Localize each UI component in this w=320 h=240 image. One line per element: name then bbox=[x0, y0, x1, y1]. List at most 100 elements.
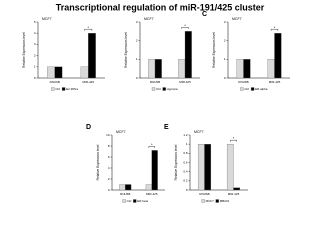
bar bbox=[197, 144, 205, 191]
x-tick-label: MIR-425 bbox=[179, 80, 191, 84]
significance-label: * bbox=[87, 25, 89, 30]
bar bbox=[184, 31, 192, 79]
y-tick-label: 2 bbox=[136, 38, 138, 42]
y-tick-label: 5 bbox=[34, 20, 36, 24]
legend-swatch bbox=[133, 199, 137, 203]
chart-title: MCF7 bbox=[194, 130, 204, 134]
y-tick-label: 0.2 bbox=[183, 179, 188, 183]
x-tick-label: RNU6B bbox=[120, 192, 130, 196]
y-tick-label: 0 bbox=[186, 188, 188, 192]
legend-label: Ctrl bbox=[156, 87, 161, 91]
y-tick-label: 3 bbox=[136, 20, 138, 24]
y-tick-label: 1 bbox=[136, 57, 138, 61]
y-tick-label: 2 bbox=[224, 38, 226, 42]
y-tick-label: 2 bbox=[108, 177, 110, 181]
bar bbox=[54, 66, 63, 79]
y-tick-label: 4 bbox=[108, 166, 110, 170]
y-axis-label: Relative Expression level bbox=[124, 32, 128, 68]
bar bbox=[151, 150, 158, 191]
y-axis-label: Relative Expression level bbox=[22, 32, 26, 68]
legend-label: ER beta bbox=[137, 199, 148, 203]
legend-label: Ctrl bbox=[55, 87, 60, 91]
chart-title: MCF7 bbox=[232, 17, 242, 21]
y-tick-label: 0.6 bbox=[183, 160, 188, 164]
y-tick-label: 4 bbox=[34, 31, 36, 35]
chart-title: MCF7 bbox=[42, 17, 52, 21]
y-tick-label: 0 bbox=[34, 76, 36, 80]
chart-title: MCF7 bbox=[144, 17, 154, 21]
bar bbox=[178, 59, 186, 79]
significance-label: * bbox=[151, 142, 153, 147]
legend-label: Ctrl bbox=[127, 199, 132, 203]
bar bbox=[236, 59, 244, 79]
y-tick-label: 1 bbox=[186, 142, 188, 146]
legend-label: MCF7 bbox=[206, 199, 214, 203]
y-tick-label: 1 bbox=[34, 65, 36, 69]
bar bbox=[47, 66, 55, 79]
y-tick-label: 6 bbox=[108, 155, 110, 159]
legend-swatch bbox=[201, 199, 205, 203]
bar bbox=[274, 33, 282, 79]
bar bbox=[119, 184, 126, 191]
chart-title: MCF7 bbox=[116, 130, 126, 134]
significance-label: * bbox=[233, 136, 235, 141]
bar bbox=[145, 184, 152, 191]
legend-label: MB231 bbox=[220, 199, 230, 203]
y-tick-label: 0 bbox=[108, 188, 110, 192]
x-tick-label: RNU6B bbox=[150, 80, 160, 84]
y-tick-label: 0 bbox=[136, 76, 138, 80]
panel-label: C bbox=[202, 11, 207, 18]
significance-bracket bbox=[230, 139, 237, 142]
x-tick-label: MIR-425 bbox=[146, 192, 158, 196]
bar bbox=[88, 33, 96, 79]
legend-label: Ctrl bbox=[244, 87, 249, 91]
figure-title: Transcriptional regulation of miR-191/42… bbox=[56, 2, 265, 12]
significance-bracket bbox=[84, 29, 93, 31]
x-tick-label: MIR-425 bbox=[82, 80, 94, 84]
x-tick-label: RNU6B bbox=[199, 192, 209, 196]
bar bbox=[226, 144, 234, 191]
y-tick-label: 2 bbox=[34, 53, 36, 57]
significance-bracket bbox=[148, 146, 155, 148]
bar bbox=[125, 184, 132, 191]
bar bbox=[148, 59, 156, 79]
panel-label: D bbox=[86, 124, 91, 131]
bar bbox=[80, 66, 89, 79]
y-tick-label: 1.2 bbox=[183, 133, 188, 137]
legend-swatch bbox=[250, 87, 255, 91]
significance-label: * bbox=[274, 25, 276, 30]
figure: Transcriptional regulation of miR-191/42… bbox=[22, 2, 290, 203]
legend-label: E2 48hrs bbox=[66, 87, 79, 91]
legend-swatch bbox=[162, 87, 166, 91]
significance-bracket bbox=[181, 27, 189, 29]
y-tick-label: 1 bbox=[224, 57, 226, 61]
legend-swatch bbox=[61, 87, 66, 91]
y-tick-label: 3 bbox=[34, 42, 36, 46]
legend-swatch bbox=[122, 199, 126, 203]
y-tick-label: 8 bbox=[108, 144, 110, 148]
x-tick-label: MIR-425 bbox=[228, 192, 240, 196]
legend-label: Hypoxia bbox=[167, 87, 178, 91]
y-tick-label: 0.4 bbox=[183, 169, 188, 173]
y-tick-label: 3 bbox=[224, 20, 226, 24]
y-tick-label: 0.8 bbox=[183, 151, 188, 155]
bar bbox=[233, 187, 241, 191]
x-tick-label: MIR-425 bbox=[269, 80, 281, 84]
bar bbox=[243, 59, 251, 79]
bar bbox=[154, 59, 162, 79]
legend-swatch bbox=[51, 87, 55, 91]
y-axis-label: Relative Expression level bbox=[96, 144, 100, 180]
significance-bracket bbox=[270, 29, 279, 31]
x-tick-label: RNU6B bbox=[50, 80, 60, 84]
bar bbox=[267, 59, 275, 79]
legend-swatch bbox=[151, 87, 156, 91]
x-tick-label: RNU6B bbox=[238, 80, 248, 84]
y-tick-label: 10 bbox=[106, 133, 110, 137]
legend-label: ER alpha bbox=[255, 87, 268, 91]
y-axis-label: Relative Expression level bbox=[174, 144, 178, 180]
panel-label: E bbox=[164, 124, 169, 131]
y-tick-label: 0 bbox=[224, 76, 226, 80]
bar bbox=[204, 144, 212, 191]
y-axis-label: Relative Expression level bbox=[212, 32, 216, 68]
legend-swatch bbox=[240, 87, 244, 91]
